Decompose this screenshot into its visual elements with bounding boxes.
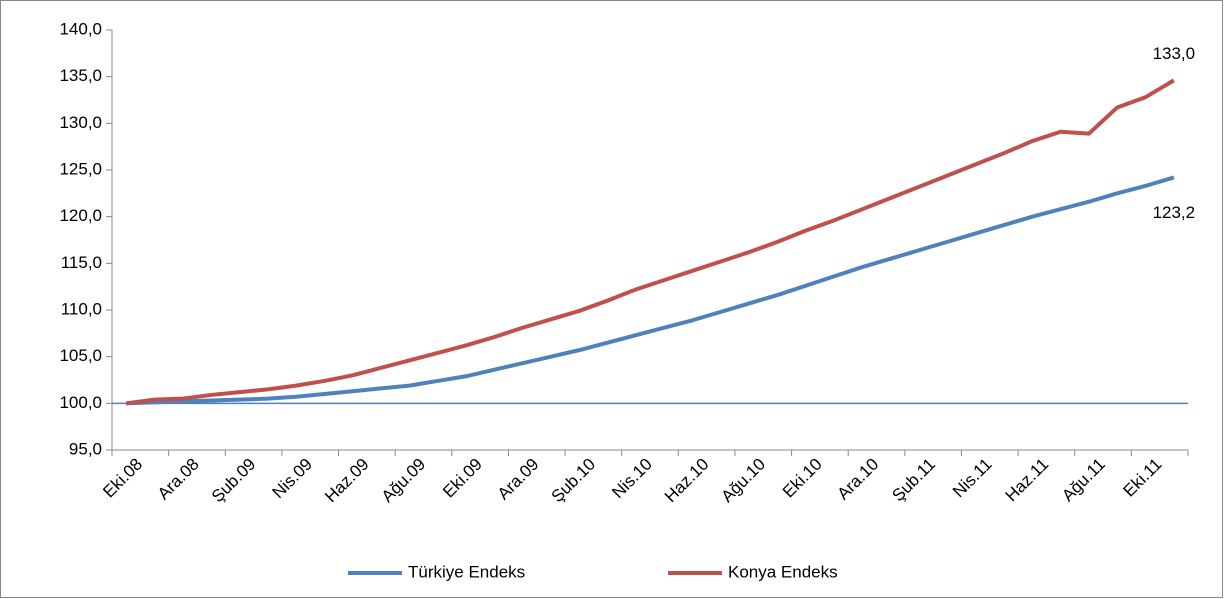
y-tick-label: 105,0 xyxy=(59,346,102,365)
annotation: 133,0 xyxy=(1153,44,1196,63)
series-line xyxy=(125,78,1175,406)
legend-label: Konya Endeks xyxy=(728,562,838,581)
series-line xyxy=(126,175,1175,406)
annotation: 123,2 xyxy=(1153,203,1196,222)
y-tick-label: 110,0 xyxy=(61,299,102,318)
y-tick-label: 125,0 xyxy=(59,159,102,178)
y-tick-label: 140,0 xyxy=(59,19,102,38)
y-tick-label: 100,0 xyxy=(59,393,102,412)
y-tick-label: 135,0 xyxy=(59,66,102,85)
y-tick-label: 95,0 xyxy=(69,439,102,458)
legend-label: Türkiye Endeks xyxy=(408,562,525,581)
y-tick-label: 130,0 xyxy=(59,113,102,132)
y-tick-label: 120,0 xyxy=(59,206,102,225)
y-tick-label: 115,0 xyxy=(61,253,102,272)
